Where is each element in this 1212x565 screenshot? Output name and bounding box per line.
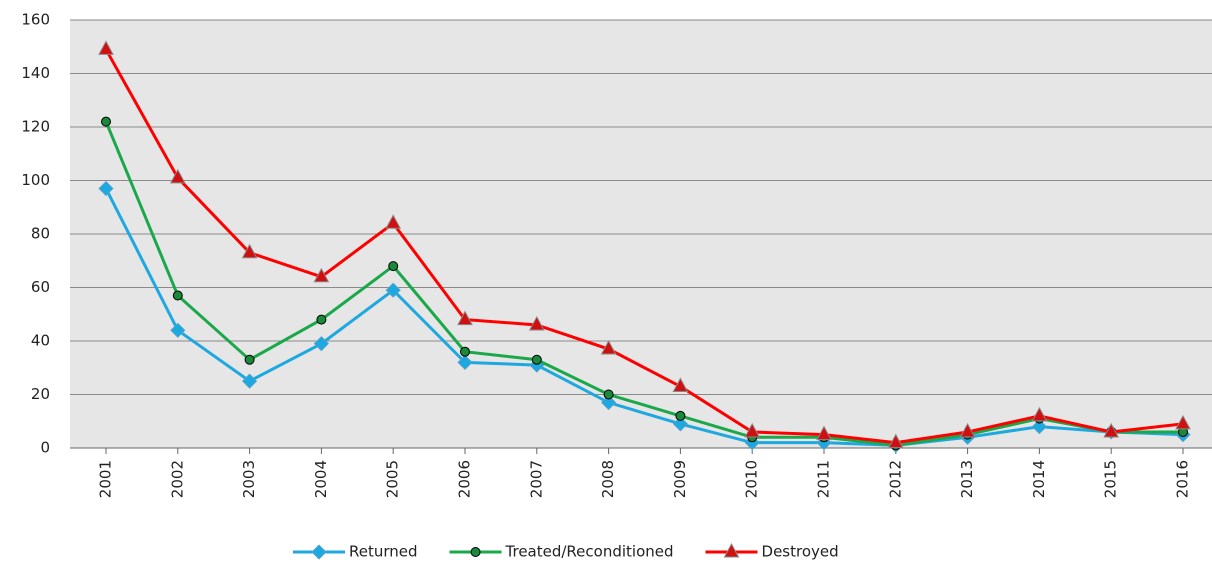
y-tick-label: 20	[31, 385, 50, 403]
series-line	[104, 121, 1183, 447]
data-point	[457, 310, 473, 326]
y-tick-label: 160	[21, 11, 50, 29]
series-line	[104, 187, 1184, 447]
x-tick-label: 2004	[312, 460, 330, 498]
y-tick-label: 60	[31, 278, 50, 296]
x-tick-label: 2001	[97, 460, 115, 498]
data-point	[1175, 414, 1191, 430]
data-point	[460, 346, 470, 357]
y-tick-label: 80	[31, 225, 50, 243]
series-line	[104, 48, 1184, 445]
data-point	[241, 243, 258, 259]
y-tick-label: 40	[31, 332, 50, 350]
legend-marker	[311, 544, 327, 560]
legend-label: Treated/Reconditioned	[505, 543, 674, 561]
x-tick-label: 2013	[958, 460, 976, 498]
data-point	[313, 267, 330, 283]
x-tick-label: 2012	[886, 460, 904, 498]
x-tick-label: 2015	[1102, 460, 1120, 498]
y-tick-label: 100	[21, 171, 50, 189]
x-tick-label: 2010	[743, 460, 761, 498]
data-point	[600, 339, 617, 355]
data-point	[887, 433, 904, 449]
data-point	[744, 422, 761, 438]
data-point	[170, 322, 186, 338]
data-point	[672, 416, 688, 432]
data-point	[1031, 406, 1048, 422]
data-point	[98, 180, 114, 197]
x-tick-label: 2014	[1030, 460, 1048, 498]
data-point	[675, 410, 686, 421]
x-tick-label: 2007	[527, 460, 545, 498]
x-tick-label: 2003	[240, 460, 258, 498]
data-point	[169, 168, 186, 184]
legend-marker	[723, 542, 740, 558]
y-tick-label: 120	[21, 118, 50, 136]
x-tick-label: 2002	[168, 460, 186, 498]
data-point	[1031, 419, 1047, 435]
x-tick-label: 2008	[599, 460, 617, 498]
x-tick-label: 2005	[384, 460, 402, 498]
data-point	[672, 377, 689, 392]
data-point	[385, 214, 402, 229]
data-point	[388, 261, 399, 272]
data-point	[528, 315, 545, 331]
data-point	[101, 116, 111, 127]
x-tick-label: 2011	[815, 460, 833, 498]
data-point	[1103, 422, 1120, 438]
x-tick-label: 2009	[671, 460, 689, 498]
data-point	[959, 422, 976, 438]
data-point	[313, 336, 329, 352]
y-tick-label: 140	[21, 64, 50, 82]
legend-label: Destroyed	[762, 543, 839, 561]
data-point	[601, 394, 617, 411]
data-point	[531, 354, 542, 365]
legend-marker	[470, 547, 481, 557]
data-point	[457, 354, 473, 370]
data-point	[816, 425, 832, 441]
x-tick-label: 2016	[1174, 460, 1192, 498]
x-tick-label: 2006	[456, 460, 474, 498]
data-point	[603, 389, 614, 400]
y-tick-label: 0	[40, 439, 50, 457]
data-point	[172, 290, 183, 301]
data-point	[244, 354, 255, 365]
data-point	[242, 373, 258, 389]
data-point	[385, 282, 401, 298]
data-point	[98, 40, 114, 55]
legend-label: Returned	[349, 543, 418, 561]
data-point	[316, 314, 327, 325]
